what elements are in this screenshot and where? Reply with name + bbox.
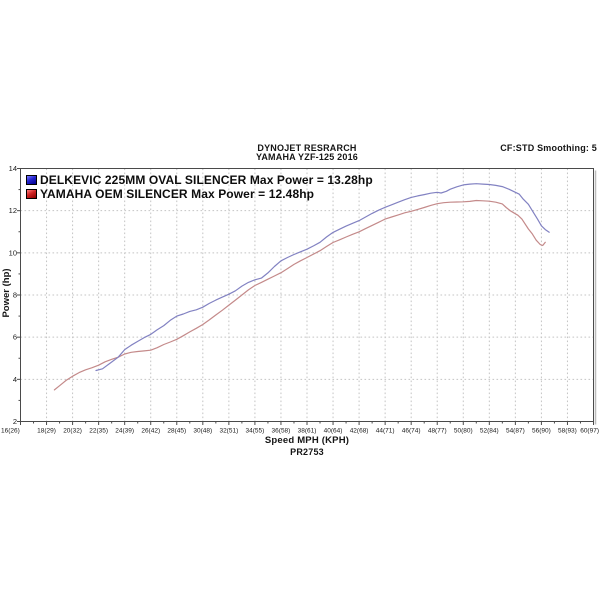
x-tick-label: 44(71) bbox=[376, 428, 395, 435]
yamaha-oem-series-swatch-icon bbox=[26, 189, 37, 199]
x-tick-label: 54(87) bbox=[506, 428, 525, 435]
y-tick-label: 4 bbox=[13, 375, 17, 384]
x-tick-label: 60(97) bbox=[580, 428, 599, 435]
x-tick-label: 38(61) bbox=[298, 428, 317, 435]
x-tick-label: 22(35) bbox=[89, 428, 108, 435]
delkevic-series-swatch-icon bbox=[26, 175, 37, 185]
y-tick-label: 6 bbox=[13, 333, 17, 342]
power-curve-yamaha-oem-silencer bbox=[53, 199, 546, 391]
y-tick-label: 2 bbox=[13, 417, 17, 426]
x-tick-label: 52(84) bbox=[480, 428, 499, 435]
x-tick-label: 50(80) bbox=[454, 428, 473, 435]
x-tick-label: 40(64) bbox=[324, 428, 343, 435]
x-tick-labels: 16(26) 18(29) 20(32) 22(35) 24(39) 26(42) 28(4… bbox=[1, 428, 599, 435]
legend-item-delkevic: DELKEVIC 225MM OVAL SILENCER Max Power =… bbox=[26, 173, 373, 187]
x-tick-label: 46(74) bbox=[402, 428, 421, 435]
y-tick-label: 14 bbox=[9, 164, 17, 173]
dyno-chart: 16(26) 18(29) 20(32) 22(35) 24(39) 26(42) 28(4… bbox=[1, 164, 599, 435]
chart-title: DYNOJET RESRARCH bbox=[257, 143, 357, 153]
x-tick-label: 24(39) bbox=[115, 428, 134, 435]
legend-label-yamaha-oem: YAMAHA OEM SILENCER Max Power = 12.48hp bbox=[40, 187, 315, 201]
x-tick-label: 48(77) bbox=[428, 428, 447, 435]
x-axis-title: Speed MPH (KPH) bbox=[264, 435, 350, 446]
x-tick-label: 36(58) bbox=[272, 428, 291, 435]
x-tick-label: 18(29) bbox=[37, 428, 56, 435]
chart-gridlines bbox=[20, 168, 594, 422]
x-tick-label: 56(90) bbox=[532, 428, 551, 435]
y-tick-label: 12 bbox=[9, 206, 17, 215]
y-axis-title: Power (hp) bbox=[1, 268, 12, 318]
x-tick-label: 28(45) bbox=[167, 428, 186, 435]
x-tick-label: 26(42) bbox=[141, 428, 160, 435]
x-tick-label: 16(26) bbox=[1, 428, 20, 435]
y-tick-labels: 2 4 6 8 10 12 14 bbox=[9, 164, 17, 426]
x-tick-label: 58(93) bbox=[558, 428, 577, 435]
y-tick-label: 10 bbox=[9, 248, 17, 257]
y-tick-label: 8 bbox=[13, 291, 17, 300]
axis-ticks bbox=[17, 168, 594, 425]
smoothing-note: CF:STD Smoothing: 5 bbox=[500, 143, 597, 153]
x-tick-label: 32(51) bbox=[219, 428, 238, 435]
dyno-run-code: PR2753 bbox=[290, 447, 324, 457]
x-tick-label: 30(48) bbox=[193, 428, 212, 435]
x-tick-label: 42(68) bbox=[350, 428, 369, 435]
chart-legend: DELKEVIC 225MM OVAL SILENCER Max Power =… bbox=[26, 173, 373, 201]
legend-item-yamaha-oem: YAMAHA OEM SILENCER Max Power = 12.48hp bbox=[26, 187, 373, 201]
legend-label-delkevic: DELKEVIC 225MM OVAL SILENCER Max Power =… bbox=[40, 173, 373, 187]
plot-border bbox=[20, 168, 594, 422]
x-tick-label: 34(55) bbox=[246, 428, 265, 435]
chart-subtitle: YAMAHA YZF-125 2016 bbox=[255, 152, 358, 162]
power-curve-delkevic-225mm-oval-silencer bbox=[95, 183, 550, 372]
x-tick-label: 20(32) bbox=[63, 428, 82, 435]
